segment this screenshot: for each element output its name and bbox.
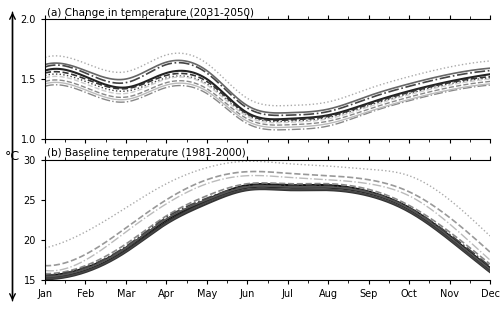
Text: (b) Baseline temperature (1981-2000): (b) Baseline temperature (1981-2000) — [47, 148, 246, 158]
Text: °C: °C — [5, 150, 20, 163]
Text: (a) Change in temperature (2031-2050): (a) Change in temperature (2031-2050) — [47, 8, 254, 18]
